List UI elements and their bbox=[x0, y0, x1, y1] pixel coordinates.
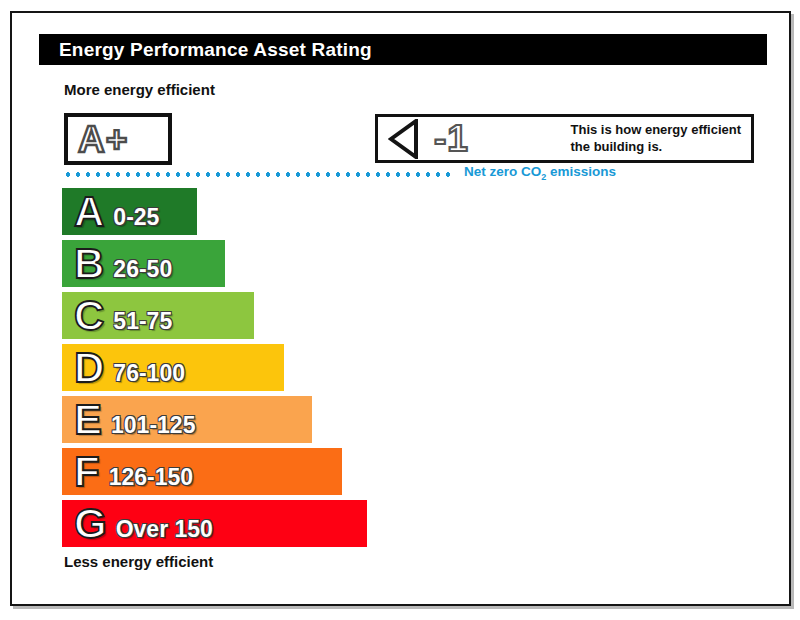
rating-band-b: B 26-50 bbox=[62, 240, 225, 287]
energy-performance-certificate: Energy Performance Asset Rating More ene… bbox=[0, 0, 800, 620]
band-range-label: 126-150 bbox=[109, 464, 193, 491]
rating-indicator-description: This is how energy efficient the buildin… bbox=[571, 122, 741, 156]
less-efficient-label: Less energy efficient bbox=[64, 553, 213, 570]
header-bar: Energy Performance Asset Rating bbox=[39, 34, 767, 65]
rating-band-a: A 0-25 bbox=[62, 188, 197, 235]
band-range-label: 51-75 bbox=[113, 308, 172, 335]
band-grade-letter: B bbox=[74, 242, 104, 286]
band-grade-letter: C bbox=[74, 294, 104, 338]
band-grade-letter: A bbox=[74, 190, 104, 234]
band-range-label: 76-100 bbox=[113, 360, 185, 387]
rating-indicator-box: -1 This is how energy efficient the buil… bbox=[375, 114, 754, 163]
band-grade-letter: E bbox=[74, 398, 102, 442]
current-rating-value: A+ bbox=[78, 121, 128, 158]
left-triangle-icon bbox=[388, 119, 420, 159]
rating-band-d: D 76-100 bbox=[62, 344, 284, 391]
rating-band-c: C 51-75 bbox=[62, 292, 254, 339]
page-title: Energy Performance Asset Rating bbox=[39, 39, 372, 61]
rating-indicator-value: -1 bbox=[434, 120, 469, 157]
band-range-label: 101-125 bbox=[111, 412, 195, 439]
band-range-label: Over 150 bbox=[116, 516, 213, 543]
rating-band-g: G Over 150 bbox=[62, 500, 367, 547]
band-range-label: 26-50 bbox=[113, 256, 172, 283]
net-zero-label: Net zero CO2 emissions bbox=[464, 164, 616, 182]
band-grade-letter: D bbox=[74, 346, 104, 390]
band-grade-letter: G bbox=[74, 502, 107, 546]
current-rating-box: A+ bbox=[64, 113, 172, 165]
rating-bands: A 0-25 B 26-50 C 51-75 D 76-100 E 101-125 F 126-150… bbox=[62, 188, 367, 552]
band-range-label: 0-25 bbox=[113, 204, 159, 231]
rating-band-e: E 101-125 bbox=[62, 396, 312, 443]
band-grade-letter: F bbox=[74, 450, 100, 494]
more-efficient-label: More energy efficient bbox=[64, 81, 215, 98]
rating-band-f: F 126-150 bbox=[62, 448, 342, 495]
certificate-frame: Energy Performance Asset Rating More ene… bbox=[10, 11, 791, 606]
net-zero-dotted-line bbox=[64, 171, 454, 178]
